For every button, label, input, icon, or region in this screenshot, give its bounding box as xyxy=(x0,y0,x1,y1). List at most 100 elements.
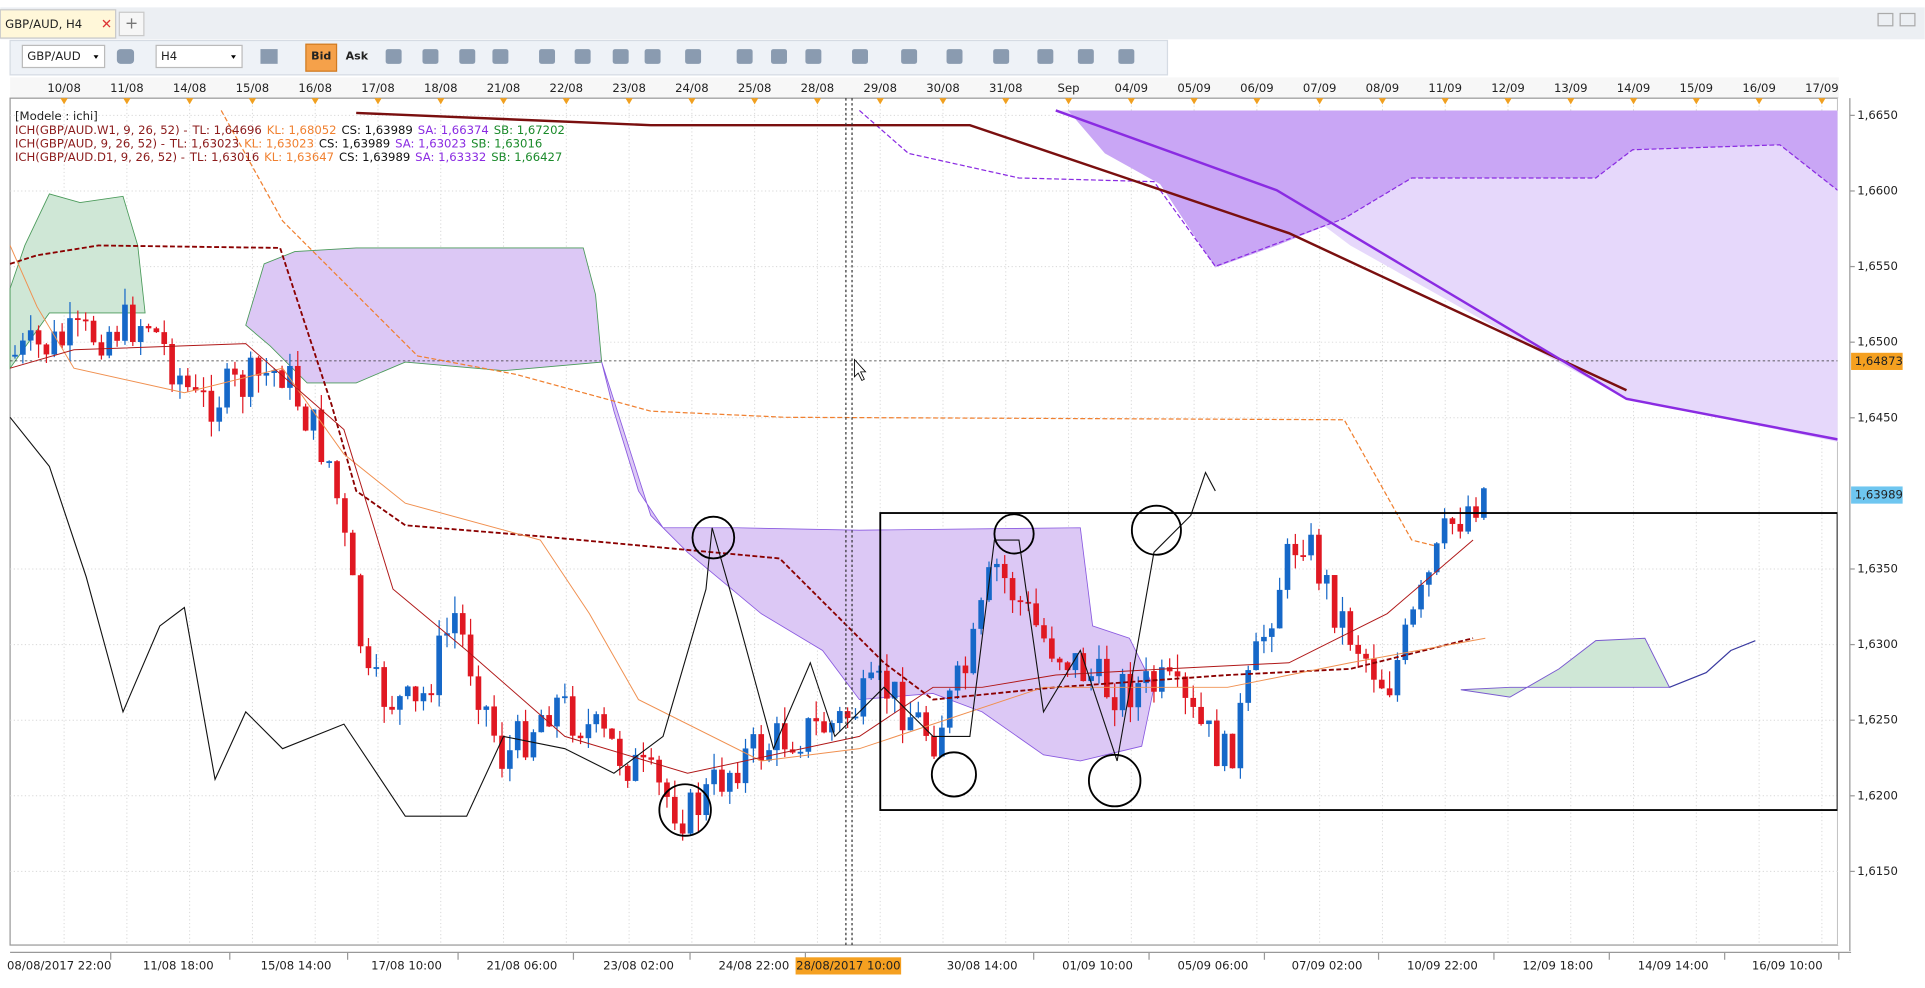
candle-body xyxy=(239,374,246,397)
toolbar-icon[interactable] xyxy=(993,49,1010,64)
legend-cs: CS: 1,63989 xyxy=(319,136,390,150)
candle-body xyxy=(711,769,717,785)
legend-line: ICH(GBP/AUD, 9, 26, 52) - TL: 1,63023 KL: … xyxy=(15,136,542,150)
candle-body xyxy=(90,320,97,343)
candle-body xyxy=(397,696,403,710)
candle-body xyxy=(726,772,733,792)
candle-body xyxy=(499,735,505,769)
candle-body xyxy=(412,686,419,702)
candle-body xyxy=(852,716,859,719)
candle-body xyxy=(695,792,702,816)
toolbar-icon[interactable] xyxy=(644,49,661,64)
candle-body xyxy=(1418,584,1424,610)
candle-body xyxy=(1190,697,1197,707)
candle-body xyxy=(1481,488,1487,518)
candle-body xyxy=(994,563,1000,568)
candle-body xyxy=(232,368,238,375)
candle-body xyxy=(302,406,309,431)
toolbar-icon[interactable] xyxy=(901,49,918,64)
top-date: 17/08 xyxy=(361,81,395,95)
legend-cs: CS: 1,63989 xyxy=(339,150,410,164)
timeframe-text: H4 xyxy=(161,49,177,63)
candle-body xyxy=(939,727,945,757)
ask-button[interactable] xyxy=(341,44,373,72)
timeframe-select[interactable] xyxy=(155,44,243,69)
candle-body xyxy=(326,461,333,464)
toolbar-icon[interactable] xyxy=(771,49,787,64)
candle-body xyxy=(357,575,364,647)
new-tab-button[interactable] xyxy=(118,11,145,37)
candle-body xyxy=(263,372,270,376)
legend-name: ICH(GBP/AUD.W1, 9, 26, 52) - xyxy=(15,123,188,137)
bottom-date: 05/09 06:00 xyxy=(1177,958,1248,972)
candle-body xyxy=(648,757,655,760)
candle-body xyxy=(436,635,442,696)
candle-body xyxy=(381,667,388,707)
restore-button[interactable] xyxy=(1877,12,1894,27)
toolbar-icon[interactable] xyxy=(385,49,402,64)
tenkan-red xyxy=(9,343,1474,774)
candle-body xyxy=(1253,641,1259,671)
toolbar-icon[interactable] xyxy=(612,49,629,64)
candle-body xyxy=(1049,638,1055,659)
kijun-weekly xyxy=(1055,109,1838,441)
toolbar-icon[interactable] xyxy=(1118,49,1135,64)
toolbar-icon[interactable] xyxy=(852,49,868,64)
candle-body xyxy=(349,532,356,576)
candle-body xyxy=(1331,575,1338,628)
toolbar-icon[interactable] xyxy=(539,49,556,64)
toolbar-icon[interactable] xyxy=(685,49,702,64)
legend-sb: SB: 1,63016 xyxy=(471,136,542,150)
toolbar-icon[interactable] xyxy=(736,49,753,64)
top-date: 25/08 xyxy=(738,81,772,95)
toolbar-icon[interactable] xyxy=(492,49,509,64)
period-marker xyxy=(499,98,508,105)
cursor-date-box xyxy=(795,957,902,975)
tenkan-weekly xyxy=(356,111,1628,392)
toolbar-icon[interactable] xyxy=(422,49,439,64)
candle-body xyxy=(915,712,922,718)
candle-body xyxy=(1213,720,1220,767)
candle-body xyxy=(365,646,372,669)
tab[interactable] xyxy=(0,9,117,39)
legend-line: ICH(GBP/AUD.D1, 9, 26, 52) - TL: 1,63016 K… xyxy=(15,150,562,164)
toolbar-icon[interactable] xyxy=(459,49,476,64)
symbol-select[interactable] xyxy=(21,44,106,69)
toolbar-icon[interactable] xyxy=(574,49,591,64)
candle-body xyxy=(1127,673,1134,708)
candle-body xyxy=(805,718,812,752)
toolbar-icon[interactable] xyxy=(946,49,963,64)
candle-body xyxy=(632,754,639,781)
maximize-button[interactable] xyxy=(1899,12,1916,27)
toolbar-icon[interactable] xyxy=(1077,49,1094,64)
top-date: 11/09 xyxy=(1428,81,1462,95)
icon[interactable] xyxy=(260,49,278,64)
senkou-line xyxy=(859,109,1838,268)
bid-button[interactable] xyxy=(305,43,338,72)
bottom-date: 14/09 14:00 xyxy=(1638,958,1709,972)
tab-close[interactable]: ✕ xyxy=(101,17,112,33)
period-marker xyxy=(1441,98,1449,105)
candle-body xyxy=(1378,679,1385,689)
top-date: 15/09 xyxy=(1680,81,1714,95)
legend-sa: SA: 1,66374 xyxy=(418,123,489,137)
candle-body xyxy=(1441,518,1448,544)
candle-body xyxy=(255,357,262,376)
bottom-date: 23/08 02:00 xyxy=(603,958,674,972)
candle-body xyxy=(1473,506,1479,518)
candle-body xyxy=(483,706,490,710)
toolbar-icon[interactable] xyxy=(805,49,822,64)
candle-body xyxy=(59,331,65,346)
candle-body xyxy=(1363,653,1369,659)
toolbar-icon[interactable] xyxy=(1037,49,1054,64)
candle-body xyxy=(294,365,301,407)
candle-body xyxy=(1151,671,1157,692)
candle-body xyxy=(373,667,380,669)
icon[interactable] xyxy=(116,49,135,64)
top-date: Sep xyxy=(1058,81,1080,95)
price-tag-label: 1,63989 xyxy=(1855,488,1903,502)
candle-body xyxy=(679,823,686,834)
candle-body xyxy=(1119,673,1126,711)
price-label: 1,6650 xyxy=(1857,108,1898,122)
period-marker xyxy=(1190,98,1198,105)
